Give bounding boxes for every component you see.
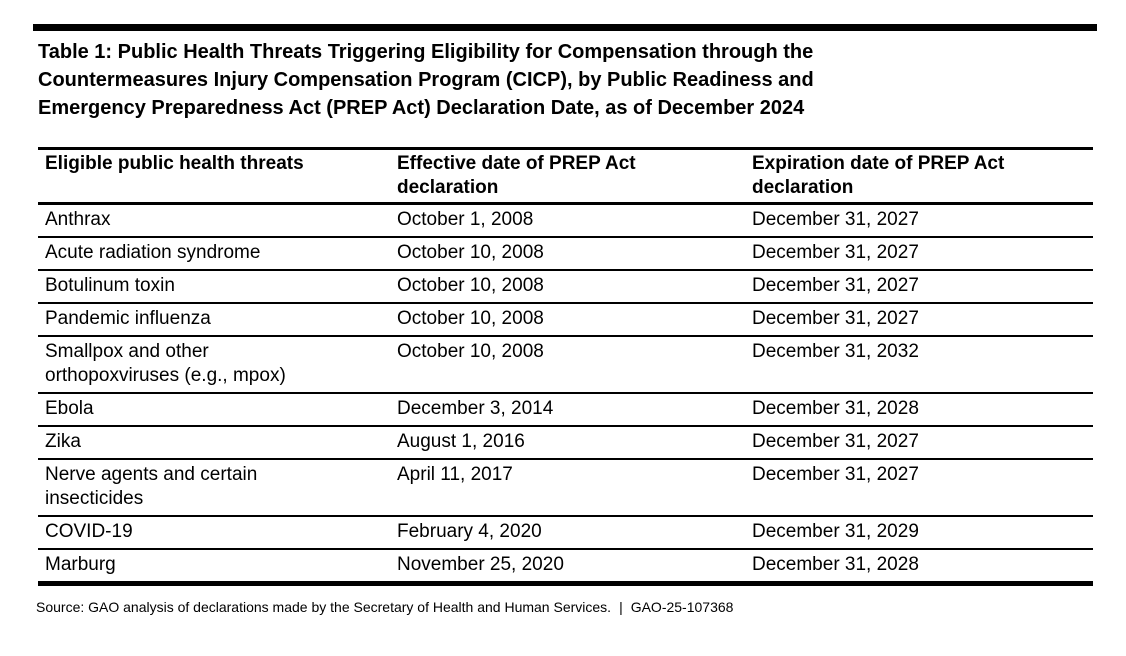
expiration-date-cell: December 31, 2027 [748, 203, 1093, 238]
table-row: Anthrax October 1, 2008 December 31, 202… [38, 203, 1093, 238]
threat-cell: Anthrax [38, 203, 393, 238]
table-row: COVID-19 February 4, 2020 December 31, 2… [38, 516, 1093, 550]
table-row: Zika August 1, 2016 December 31, 2027 [38, 426, 1093, 460]
source-separator: | [619, 599, 623, 615]
column-header-effective-date: Effective date of PREP Act declaration [393, 148, 748, 205]
table-row: Smallpox and other orthopoxviruses (e.g.… [38, 336, 1093, 394]
threat-cell: Botulinum toxin [38, 270, 393, 304]
effective-date-cell: October 10, 2008 [393, 303, 748, 337]
threat-cell: Ebola [38, 393, 393, 427]
column-header-expiration-date: Expiration date of PREP Act declaration [748, 148, 1093, 205]
effective-date-cell: August 1, 2016 [393, 426, 748, 460]
prep-act-declarations-table: Eligible public health threats Effective… [38, 147, 1093, 586]
effective-date-cell: October 1, 2008 [393, 203, 748, 238]
expiration-date-cell: December 31, 2027 [748, 303, 1093, 337]
source-text: Source: GAO analysis of declarations mad… [36, 599, 612, 615]
effective-date-cell: October 10, 2008 [393, 270, 748, 304]
table-row: Acute radiation syndrome October 10, 200… [38, 237, 1093, 271]
effective-date-cell: November 25, 2020 [393, 549, 748, 585]
table-title: Table 1: Public Health Threats Triggerin… [38, 38, 1078, 122]
expiration-date-cell: December 31, 2027 [748, 237, 1093, 271]
table-row: Pandemic influenza October 10, 2008 Dece… [38, 303, 1093, 337]
table-header-row: Eligible public health threats Effective… [38, 148, 1093, 205]
table-row: Botulinum toxin October 10, 2008 Decembe… [38, 270, 1093, 304]
threat-cell: Zika [38, 426, 393, 460]
threat-cell: Marburg [38, 549, 393, 585]
effective-date-cell: February 4, 2020 [393, 516, 748, 550]
table-title-line-3: Emergency Preparedness Act (PREP Act) De… [38, 97, 805, 119]
threat-cell: Pandemic influenza [38, 303, 393, 337]
top-rule-bar [33, 24, 1097, 31]
source-note: Source: GAO analysis of declarations mad… [36, 598, 1126, 616]
threat-cell: Acute radiation syndrome [38, 237, 393, 271]
threat-cell: COVID-19 [38, 516, 393, 550]
column-header-threats: Eligible public health threats [38, 148, 393, 205]
table-row: Ebola December 3, 2014 December 31, 2028 [38, 393, 1093, 427]
expiration-date-cell: December 31, 2027 [748, 459, 1093, 517]
effective-date-cell: October 10, 2008 [393, 237, 748, 271]
threat-cell: Smallpox and other orthopoxviruses (e.g.… [38, 336, 393, 394]
table-title-line-2: Countermeasures Injury Compensation Prog… [38, 69, 814, 91]
table-title-line-1: Table 1: Public Health Threats Triggerin… [38, 41, 814, 63]
effective-date-cell: October 10, 2008 [393, 336, 748, 394]
expiration-date-cell: December 31, 2032 [748, 336, 1093, 394]
expiration-date-cell: December 31, 2029 [748, 516, 1093, 550]
expiration-date-cell: December 31, 2028 [748, 393, 1093, 427]
table-row: Nerve agents and certain insecticides Ap… [38, 459, 1093, 517]
effective-date-cell: April 11, 2017 [393, 459, 748, 517]
expiration-date-cell: December 31, 2027 [748, 270, 1093, 304]
expiration-date-cell: December 31, 2027 [748, 426, 1093, 460]
table-row: Marburg November 25, 2020 December 31, 2… [38, 549, 1093, 585]
threat-cell: Nerve agents and certain insecticides [38, 459, 393, 517]
expiration-date-cell: December 31, 2028 [748, 549, 1093, 585]
report-number: GAO-25-107368 [630, 599, 734, 615]
effective-date-cell: December 3, 2014 [393, 393, 748, 427]
